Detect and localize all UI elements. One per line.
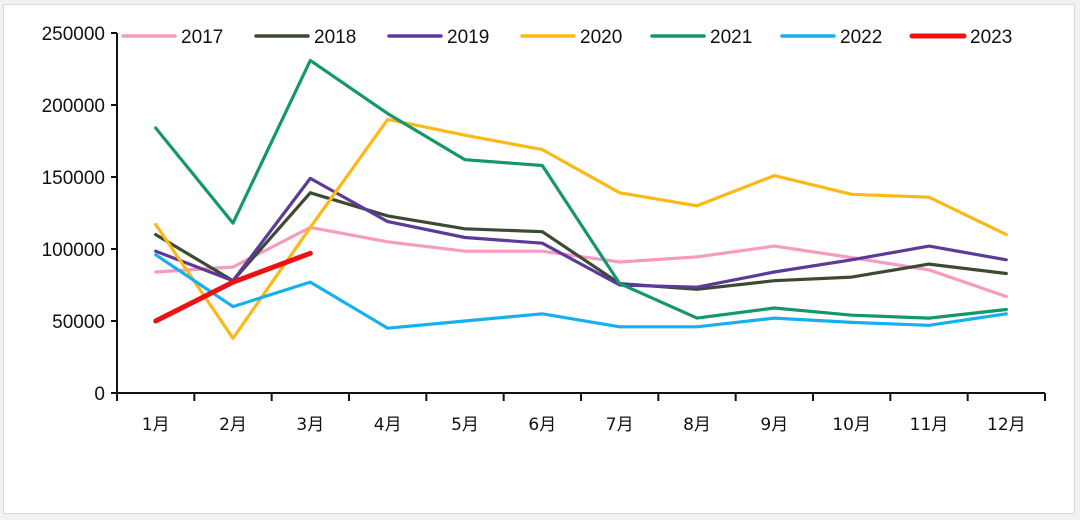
x-tick-label: 3月 [296, 415, 324, 435]
legend-label-2019: 2019 [447, 27, 489, 48]
x-tick-label: 9月 [760, 415, 788, 435]
y-tick-label: 250000 [42, 24, 105, 45]
y-tick-label: 200000 [42, 96, 105, 117]
series-layer [153, 58, 1008, 340]
series-line-2022 [154, 253, 1008, 330]
x-tick-label: 1月 [142, 415, 170, 435]
x-tick-label: 7月 [606, 415, 634, 435]
x-tick-label: 11月 [910, 415, 949, 435]
legend-label-2021: 2021 [710, 27, 752, 48]
x-tick-label: 5月 [451, 415, 479, 435]
axes: 0 50000 100000 150000 200000 250000 1月 2月 3月 4月 5月… [42, 24, 1046, 435]
y-tick-label: 50000 [52, 312, 105, 333]
series-line-2019 [154, 176, 1008, 289]
series-line-2020 [154, 117, 1008, 340]
legend-label-2023: 2023 [970, 27, 1012, 48]
x-tick-label: 4月 [374, 415, 402, 435]
legend-label-2017: 2017 [181, 27, 223, 48]
series-line-2018 [154, 191, 1008, 291]
legend-label-2022: 2022 [840, 27, 882, 48]
y-tick-label: 150000 [42, 168, 105, 189]
chart-frame [3, 4, 1075, 514]
x-tick-label: 12月 [987, 415, 1026, 435]
series-line-2021 [154, 58, 1008, 320]
series-line-2023 [153, 250, 313, 324]
legend-label-2018: 2018 [314, 27, 356, 48]
x-tick-label: 8月 [683, 415, 711, 435]
x-tick-label: 2月 [219, 415, 247, 435]
legend-label-2020: 2020 [580, 27, 622, 48]
y-tick-label: 100000 [42, 240, 105, 261]
x-tick-label: 10月 [832, 415, 871, 435]
y-tick-label: 0 [94, 384, 105, 405]
legend: 2017 2018 2019 2020 2021 2022 2023 [121, 27, 1012, 48]
x-tick-label: 6月 [528, 415, 556, 435]
